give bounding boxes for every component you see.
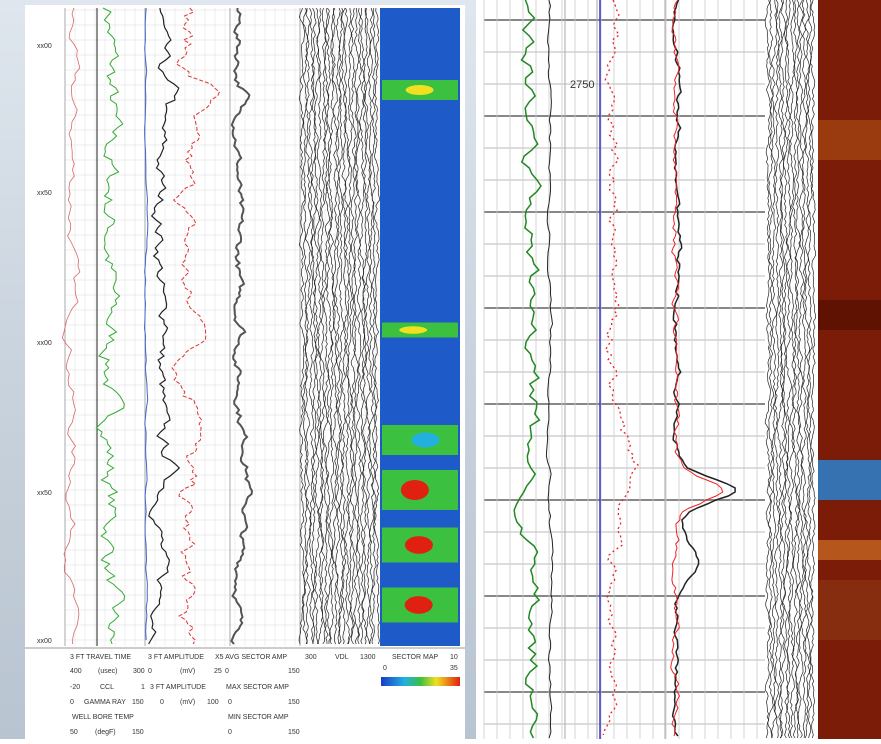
label: 50 — [70, 729, 78, 736]
depth-label: xx50 — [37, 190, 52, 197]
label: GAMMA RAY — [84, 699, 126, 706]
sector-spot — [405, 536, 433, 554]
label: 150 — [288, 699, 300, 706]
depth-label: 2750 — [570, 79, 594, 91]
log-screenshot: 3 FT TRAVEL TIME 3 FT AMPLITUDE X5 AVG S… — [0, 0, 881, 739]
label: (usec) — [98, 668, 117, 675]
label: (mV) — [180, 668, 195, 675]
sector-spot — [399, 326, 427, 334]
label: MAX SECTOR AMP — [226, 684, 289, 691]
label: WELL BORE TEMP — [72, 714, 134, 721]
sector-spot — [401, 480, 429, 500]
label: 3 FT AMPLITUDE — [148, 654, 204, 661]
label: (mV) — [180, 699, 195, 706]
image-band — [818, 300, 881, 330]
label: SECTOR MAP — [392, 654, 438, 661]
depth-label: xx00 — [37, 43, 52, 50]
label: 0 — [228, 699, 232, 706]
label: 150 — [132, 729, 144, 736]
label: 3 FT TRAVEL TIME — [70, 654, 131, 661]
depth-label: xx00 — [37, 340, 52, 347]
image-band — [818, 580, 881, 640]
label: 0 — [160, 699, 164, 706]
label: 400 — [70, 668, 82, 675]
label: 0 — [70, 699, 74, 706]
label: 1 — [141, 684, 145, 691]
label: 10 — [450, 654, 458, 661]
colorbar — [381, 677, 460, 686]
sector-spot — [405, 596, 433, 614]
depth-label: xx50 — [37, 490, 52, 497]
label: 0 — [228, 729, 232, 736]
label: 150 — [288, 729, 300, 736]
label: 150 — [288, 668, 300, 675]
label: X5 AVG SECTOR AMP — [215, 654, 287, 661]
label: 150 — [132, 699, 144, 706]
label: 25 — [214, 668, 222, 675]
label: 35 — [450, 665, 458, 672]
sector-spot — [411, 433, 439, 448]
label: 0 — [148, 668, 152, 675]
image-band — [818, 120, 881, 160]
label: 0 — [383, 665, 387, 672]
label: -20 — [70, 684, 80, 691]
label: MIN SECTOR AMP — [228, 714, 289, 721]
label: 300 — [133, 668, 145, 675]
label: CCL — [100, 684, 114, 691]
label: 100 — [207, 699, 219, 706]
page: 3 FT TRAVEL TIME 3 FT AMPLITUDE X5 AVG S… — [0, 0, 881, 739]
label: VDL — [335, 654, 349, 661]
image-band — [818, 540, 881, 560]
sector-spot — [406, 85, 434, 95]
label: (degF) — [95, 729, 116, 736]
image-band — [818, 460, 881, 500]
label: 1300 — [360, 654, 376, 661]
label: 300 — [305, 654, 317, 661]
label: 3 FT AMPLITUDE — [150, 684, 206, 691]
label: 0 — [225, 668, 229, 675]
depth-label: xx00 — [37, 638, 52, 645]
